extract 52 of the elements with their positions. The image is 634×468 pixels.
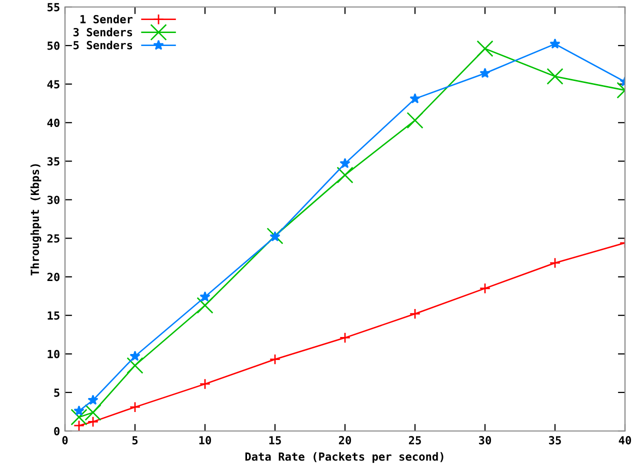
point	[70, 408, 88, 426]
point	[200, 291, 210, 302]
point	[339, 332, 351, 344]
point	[409, 308, 421, 320]
y-tick-label: 55	[48, 3, 60, 12]
point	[549, 257, 561, 268]
x-tick-label: 0	[62, 436, 68, 444]
y-tick-label: 45	[47, 80, 60, 88]
y-tick-label: 30	[47, 196, 60, 204]
y-tick-label: 50	[48, 42, 60, 50]
point	[336, 166, 354, 184]
x-tick-label: 35	[548, 436, 561, 444]
point	[479, 282, 491, 294]
legend-label: 5 Senders	[74, 40, 132, 50]
point	[270, 231, 280, 242]
y-tick-label: 0	[54, 426, 60, 436]
point	[410, 93, 420, 104]
point	[340, 158, 350, 168]
y-tick-label: 25	[47, 234, 60, 243]
x-tick-label: 15	[269, 436, 281, 444]
x-tick-label: 30	[478, 436, 492, 444]
point	[87, 416, 99, 428]
point	[129, 402, 141, 413]
x-tick-label: 10	[199, 436, 212, 444]
y-tick-label: 20	[47, 272, 60, 282]
x-tick-label: 5	[132, 436, 138, 444]
point	[84, 404, 102, 421]
y-axis-title: Throughput (Kbps)	[30, 164, 42, 276]
point	[476, 40, 494, 57]
x-tick-label: 20	[338, 436, 352, 444]
point	[199, 378, 211, 390]
point	[74, 405, 84, 416]
point	[88, 394, 98, 405]
point	[73, 420, 85, 431]
point	[550, 38, 560, 49]
y-tick-label: 40	[47, 118, 60, 128]
point	[130, 350, 140, 361]
point	[269, 354, 281, 365]
x-tick-label: 40	[618, 436, 632, 444]
point	[546, 68, 564, 85]
point	[406, 112, 424, 129]
y-tick-label: 15	[48, 311, 60, 320]
y-tick-label: 10	[48, 350, 60, 358]
y-tick-label: 5	[54, 388, 60, 397]
point	[196, 297, 214, 314]
point	[480, 68, 490, 78]
legend-label: 1 Sender	[80, 14, 133, 24]
y-tick-label: 35	[47, 157, 60, 166]
x-axis-title: Data Rate (Packets per second)	[245, 452, 444, 463]
legend-label: 3 Senders	[73, 28, 132, 36]
x-tick-label: 25	[408, 436, 421, 444]
point	[126, 357, 144, 374]
